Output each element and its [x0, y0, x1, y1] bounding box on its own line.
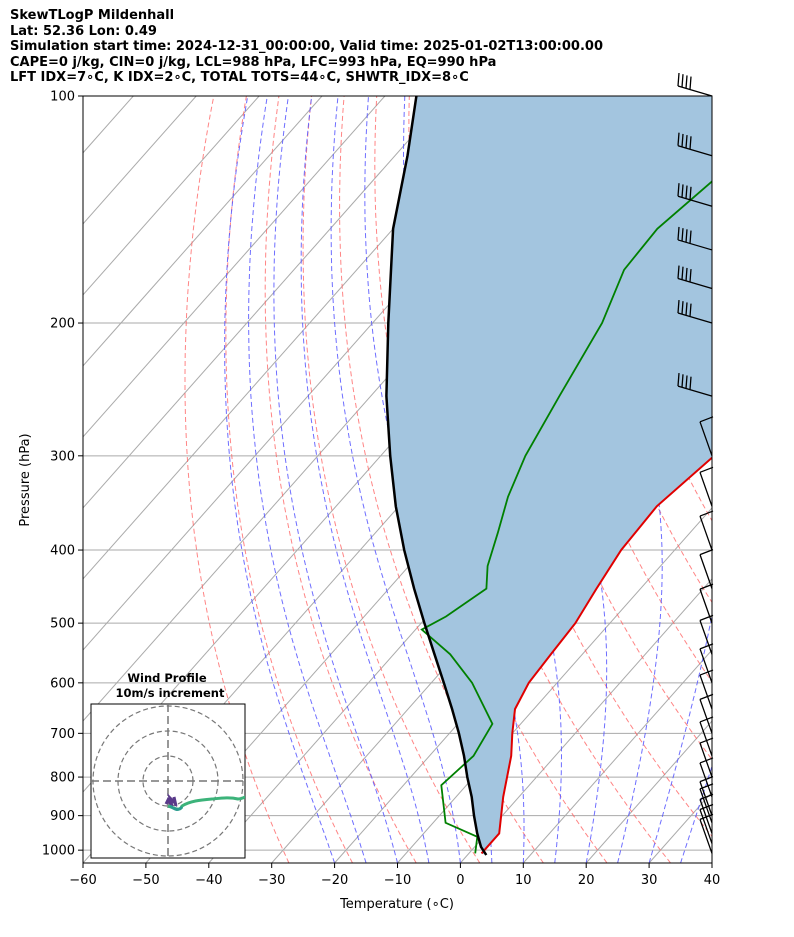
y-tick-label: 700 — [50, 727, 75, 742]
y-tick-label: 1000 — [42, 844, 75, 859]
wind-profile-inset: Wind Profile 10m/s increment — [90, 671, 246, 859]
parcel-line — [385, 96, 488, 856]
isotherm — [83, 96, 449, 509]
x-tick-label: −50 — [132, 873, 159, 888]
inset-subtitle: 10m/s increment — [116, 686, 225, 700]
moist-adiabat — [224, 96, 336, 863]
moist-adiabat — [248, 96, 367, 863]
y-axis-label: Pressure (hPa) — [18, 433, 33, 526]
isotherm — [83, 96, 260, 296]
y-tick-label: 200 — [50, 317, 75, 332]
chart-header: SkewTLogP Mildenhall Lat: 52.36 Lon: 0.4… — [10, 8, 603, 86]
x-tick-label: −60 — [69, 873, 96, 888]
wind-barb — [699, 669, 714, 710]
wind-barb — [699, 614, 714, 655]
moist-adiabat — [300, 96, 430, 863]
wind-barb — [699, 510, 714, 551]
y-tick-label: 900 — [50, 809, 75, 824]
wind-barb — [677, 226, 713, 251]
cape-line: CAPE=0 j/kg, CIN=0 j/kg, LCL=988 hPa, LF… — [10, 54, 497, 70]
isotherm — [0, 96, 70, 863]
hodograph-mid — [169, 804, 184, 811]
wind-barb — [677, 72, 713, 97]
dry-adiabat — [302, 96, 481, 863]
x-tick-label: 10 — [515, 873, 532, 888]
dry-adiabat — [702, 96, 712, 136]
dry-adiabat — [374, 96, 608, 863]
wind-barb — [677, 265, 713, 290]
moist-adiabat — [711, 861, 712, 863]
wind-barb — [677, 299, 713, 324]
x-tick-label: −30 — [258, 873, 285, 888]
x-tick-label: −10 — [384, 873, 411, 888]
moist-adiabat — [648, 96, 712, 863]
cape-area — [386, 96, 712, 855]
temperature-line — [480, 456, 712, 855]
y-tick-label: 300 — [50, 449, 75, 464]
wind-barbs — [677, 72, 714, 854]
moist-adiabat — [680, 764, 712, 863]
wind-barb — [699, 776, 714, 816]
location-line: Lat: 52.36 Lon: 0.49 — [10, 23, 157, 39]
y-tick-label: 400 — [50, 544, 75, 559]
inset-title: Wind Profile — [127, 671, 207, 685]
wind-barb — [677, 132, 713, 157]
chart-title: SkewTLogP Mildenhall — [10, 8, 175, 23]
y-tick-label: 800 — [50, 771, 75, 786]
x-tick-label: −40 — [195, 873, 222, 888]
isotherm — [522, 649, 712, 863]
dry-adiabat — [768, 96, 794, 863]
hodograph-low — [164, 793, 178, 808]
x-axis-ticks: −60 −50 −40 −30 −20 −10 0 10 20 30 40 — [69, 863, 720, 888]
wind-barb — [699, 693, 714, 734]
index-line: LFT IDX=7∘C, K IDX=2∘C, TOTAL TOTS=44∘C,… — [10, 70, 469, 85]
isotherm — [460, 578, 712, 863]
y-tick-label: 100 — [50, 90, 75, 105]
isotherm — [0, 96, 8, 863]
dewpoint-line — [420, 180, 712, 854]
moist-adiabat — [273, 96, 398, 863]
isotherm — [83, 96, 323, 367]
wind-barb — [699, 643, 714, 684]
y-axis-ticks: 1000 900 800 700 600 500 400 300 200 100 — [42, 90, 83, 859]
wind-barb — [677, 183, 713, 207]
dry-adiabat — [339, 96, 544, 863]
y-tick-label: 500 — [50, 617, 75, 632]
x-tick-label: 30 — [641, 873, 658, 888]
y-tick-label: 600 — [50, 676, 75, 691]
wind-barb — [699, 466, 714, 507]
time-line: Simulation start time: 2024-12-31_00:00:… — [10, 39, 603, 54]
cape-fill — [386, 96, 712, 855]
dry-adiabat — [735, 96, 794, 863]
isotherm — [83, 96, 386, 438]
x-tick-label: 20 — [578, 873, 595, 888]
wind-barb — [699, 549, 714, 589]
dry-adiabat — [225, 96, 353, 863]
x-tick-label: 0 — [456, 873, 464, 888]
moist-adiabat — [330, 96, 461, 863]
x-tick-label: −20 — [321, 873, 348, 888]
isotherm — [585, 720, 712, 863]
wind-barb — [699, 416, 714, 457]
isotherm — [711, 862, 712, 863]
x-tick-label: 40 — [704, 873, 721, 888]
profile-lines — [385, 96, 712, 856]
x-axis-label: Temperature (∘C) — [339, 897, 454, 912]
wind-barb — [677, 373, 713, 397]
dry-adiabat — [264, 96, 417, 863]
